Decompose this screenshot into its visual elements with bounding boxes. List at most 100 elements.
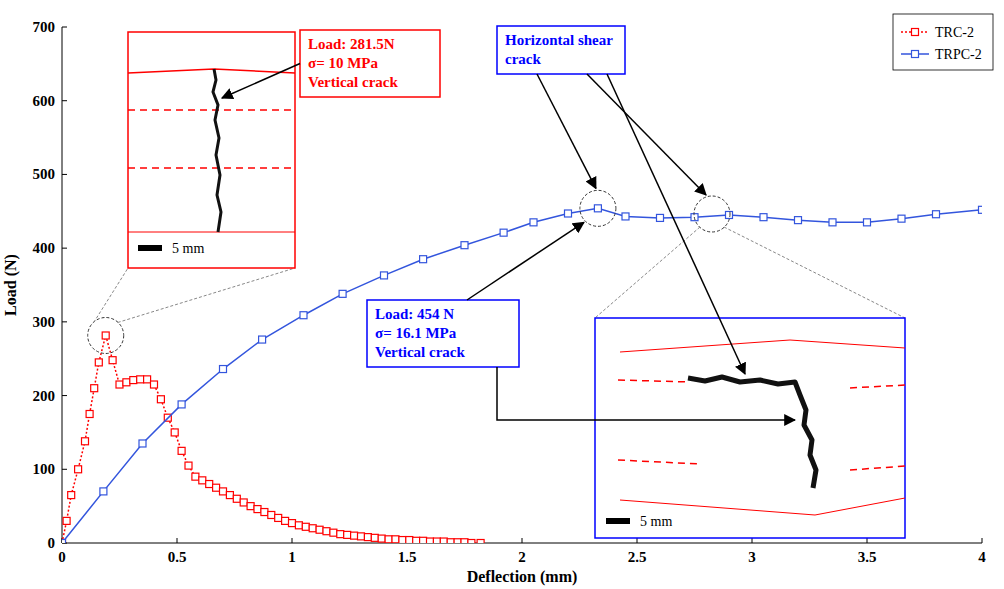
y-tick-label: 0 — [48, 535, 56, 551]
y-axis-title: Load (N) — [2, 254, 20, 316]
leader-line — [118, 268, 295, 322]
series-marker — [309, 525, 316, 532]
highlight-circle — [694, 196, 730, 232]
series-marker — [137, 376, 144, 383]
plot-area — [62, 205, 982, 543]
y-tick-label: 200 — [33, 388, 56, 404]
inset-frame — [595, 318, 905, 538]
annotation: Horizontal shear crack — [497, 26, 625, 74]
inset-line — [618, 380, 690, 382]
y-axis — [62, 27, 63, 543]
chart: 010020030040050060070000.511.522.533.54D… — [0, 0, 1004, 589]
x-tick — [522, 538, 523, 543]
series-marker — [139, 440, 146, 447]
series-marker — [420, 256, 427, 263]
series-marker — [864, 219, 871, 226]
x-tick-label: 1.5 — [398, 549, 417, 565]
arrow — [587, 74, 706, 195]
annotation-text: σ= 10 MPa — [308, 55, 379, 71]
legend-marker — [912, 29, 919, 36]
inset-line — [620, 498, 905, 515]
annotation-line: Vertical crack — [375, 344, 465, 360]
series-marker — [130, 377, 137, 384]
series-marker — [339, 290, 346, 297]
highlight-circle — [88, 317, 124, 353]
annotation-box — [300, 30, 440, 97]
series-marker — [337, 531, 344, 538]
series-marker — [192, 473, 199, 480]
series-marker — [240, 499, 247, 506]
series-marker — [565, 210, 572, 217]
y-tick — [62, 321, 67, 322]
series-marker — [760, 214, 767, 221]
inset-line — [850, 466, 905, 470]
inset-line — [128, 69, 295, 73]
inset-line — [850, 385, 905, 388]
series-marker — [282, 517, 289, 524]
series-marker — [102, 332, 109, 339]
series-marker — [268, 511, 275, 518]
x-tick-label: 3.5 — [858, 549, 877, 565]
series-marker — [829, 219, 836, 226]
scale-bar — [138, 245, 162, 251]
inset-line — [618, 460, 700, 464]
series-marker — [316, 526, 323, 533]
x-axis-title: Deflection (mm) — [467, 568, 578, 586]
series-marker — [68, 492, 75, 499]
series-marker — [86, 411, 93, 418]
inset-frame — [128, 32, 295, 268]
series-marker — [381, 272, 388, 279]
annotation-text: σ= 16.1 MPa — [375, 325, 457, 341]
series-marker — [364, 534, 371, 541]
y-tick-label: 300 — [33, 314, 56, 330]
y-tick — [62, 100, 67, 101]
y-tick — [62, 248, 67, 249]
series-marker — [979, 206, 983, 213]
series-marker — [302, 523, 309, 530]
series-marker — [385, 536, 392, 543]
series-marker — [330, 529, 337, 536]
series-marker — [171, 429, 178, 436]
series-marker — [351, 532, 358, 539]
series-marker — [144, 376, 151, 383]
annotation-line: crack — [505, 51, 541, 67]
series-marker — [500, 229, 507, 236]
arrow — [467, 222, 584, 300]
annotation-text: Vertical crack — [308, 74, 398, 90]
series-marker — [100, 488, 107, 495]
series-marker — [468, 540, 475, 544]
series-marker — [206, 481, 213, 488]
series-marker — [226, 492, 233, 499]
series-marker — [933, 211, 940, 218]
arrow — [497, 367, 795, 420]
series-marker — [123, 379, 130, 386]
series-marker — [413, 537, 420, 543]
x-tick — [177, 538, 178, 543]
annotation-text: Horizontal shear crack — [505, 32, 613, 67]
legend-marker — [912, 51, 919, 58]
annotation-line: Horizontal shear — [505, 32, 613, 48]
annotation-box — [367, 300, 519, 367]
series-marker — [371, 534, 378, 541]
annotation-line: Vertical crack — [308, 74, 398, 90]
scale-bar — [606, 518, 630, 524]
series-marker — [178, 447, 185, 454]
series-marker — [185, 462, 192, 469]
y-tick-label: 500 — [33, 166, 56, 182]
series-marker — [75, 466, 82, 473]
scale-label: 5 mm — [172, 241, 204, 256]
series-marker — [454, 539, 461, 543]
series-marker — [82, 438, 89, 445]
x-tick-label: 1 — [288, 549, 296, 565]
series-marker — [199, 477, 206, 484]
arrow — [222, 64, 300, 99]
y-tick — [62, 27, 67, 28]
x-tick-label: 2 — [518, 549, 526, 565]
annotation: Load: 454 Nσ= 16.1 MPaVertical crack — [367, 300, 519, 367]
series-marker — [392, 536, 399, 543]
series-marker — [427, 538, 434, 543]
inset-line — [128, 109, 295, 111]
y-tick-label: 600 — [33, 93, 56, 109]
series-marker — [406, 537, 413, 543]
leader-line — [724, 227, 905, 318]
